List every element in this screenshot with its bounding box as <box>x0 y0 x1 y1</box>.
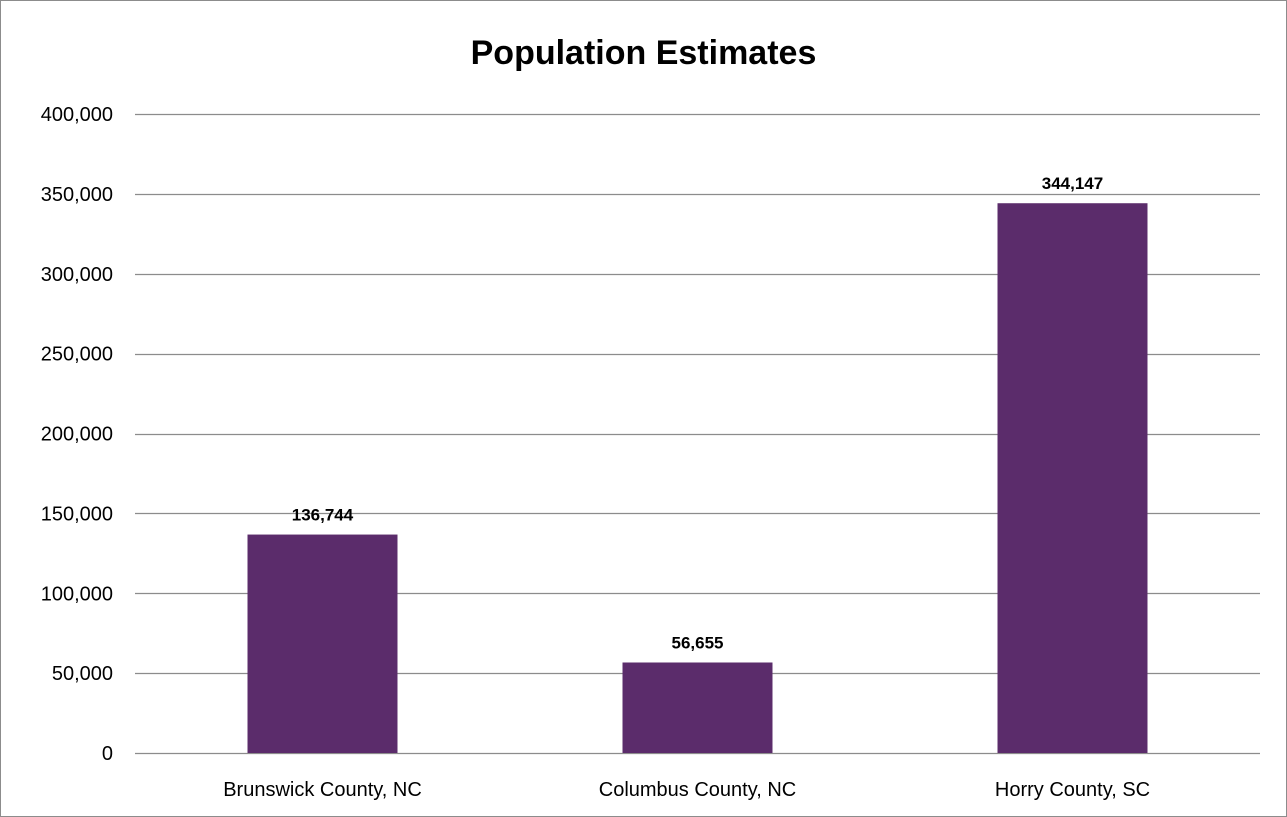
bars <box>247 203 1148 754</box>
y-tick-label: 250,000 <box>41 344 113 366</box>
data-label: 344,147 <box>1042 174 1103 193</box>
x-category-label: Brunswick County, NC <box>223 779 422 801</box>
x-category-label: Columbus County, NC <box>599 779 796 801</box>
y-tick-label: 400,000 <box>41 104 113 126</box>
y-tick-label: 300,000 <box>41 264 113 286</box>
bar <box>997 203 1148 754</box>
y-tick-label: 200,000 <box>41 424 113 446</box>
y-tick-label: 0 <box>102 743 113 765</box>
y-tick-label: 50,000 <box>52 663 113 685</box>
bar <box>622 662 773 753</box>
data-label: 136,744 <box>292 506 354 525</box>
bar <box>247 534 398 753</box>
x-category-label: Horry County, SC <box>995 779 1150 801</box>
y-tick-label: 100,000 <box>41 583 113 605</box>
chart-title: Population Estimates <box>470 34 817 72</box>
x-axis-category-labels: Brunswick County, NC Columbus County, NC H… <box>223 779 1150 801</box>
y-tick-label: 150,000 <box>41 503 113 525</box>
y-axis-tick-labels: 0 50,000 100,000 150,000 200,000 250,000 300,0… <box>41 104 113 765</box>
data-label: 56,655 <box>672 633 724 652</box>
y-tick-label: 350,000 <box>41 184 113 206</box>
data-labels: 136,744 56,655 344,147 <box>292 174 1103 652</box>
